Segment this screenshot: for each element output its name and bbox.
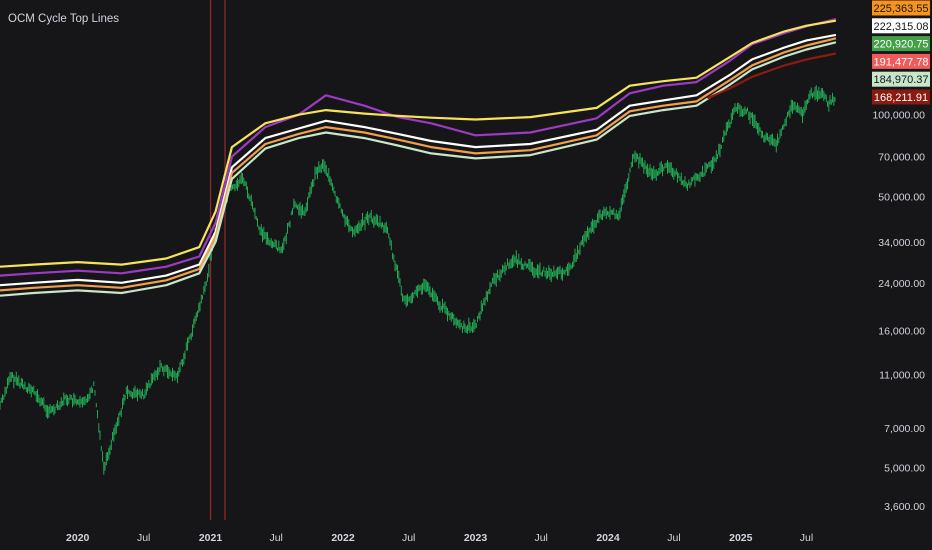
last-value-label: 191,477.78 (873, 56, 928, 68)
y-tick-label: 3,600.00 (884, 501, 925, 513)
y-tick-label: 11,000.00 (879, 370, 925, 382)
last-value-badge (872, 71, 930, 87)
x-tick-label: 2022 (331, 532, 355, 544)
x-tick-label: 2024 (596, 532, 620, 544)
last-value-badge (872, 53, 930, 69)
last-value-label: 184,970.37 (873, 74, 928, 86)
last-value-label: 168,211.91 (874, 92, 928, 104)
y-tick-label: 16,000.00 (878, 326, 925, 338)
x-tick-label: Jul (269, 532, 282, 544)
x-tick-label: 2021 (199, 532, 223, 544)
x-tick-label: 2025 (729, 532, 753, 544)
y-tick-label: 5,000.00 (884, 463, 925, 475)
x-tick-label: Jul (667, 532, 680, 544)
y-tick-label: 50,000.00 (878, 191, 925, 203)
last-value-badge (872, 18, 930, 34)
last-value-label: 225,363.55 (873, 3, 928, 15)
series-line-2 (0, 19, 837, 268)
y-tick-label: 24,000.00 (878, 278, 925, 290)
y-tick-label: 70,000.00 (878, 152, 925, 164)
last-value-badge (872, 89, 930, 105)
series-line-1 (0, 18, 837, 277)
series-line-6 (706, 52, 837, 100)
y-tick-label: 34,000.00 (878, 237, 925, 249)
last-value-badge (872, 0, 930, 16)
series-line-4 (0, 37, 837, 292)
x-tick-label: Jul (402, 532, 415, 544)
y-tick-label: 100,000.00 (872, 110, 925, 122)
series-line-5 (0, 41, 837, 297)
x-tick-label: 2023 (464, 532, 488, 544)
last-value-label: 220,920.75 (873, 39, 928, 51)
x-tick-label: Jul (534, 532, 547, 544)
x-tick-label: 2020 (66, 532, 90, 544)
last-value-badge (872, 36, 930, 52)
last-value-label: 222,315.08 (873, 21, 928, 33)
y-tick-label: 7,000.00 (884, 423, 925, 435)
chart-title: OCM Cycle Top Lines (8, 13, 119, 25)
x-tick-label: Jul (137, 532, 150, 544)
series-line-3 (0, 33, 837, 287)
x-tick-label: Jul (800, 532, 813, 544)
price-series (0, 85, 836, 475)
